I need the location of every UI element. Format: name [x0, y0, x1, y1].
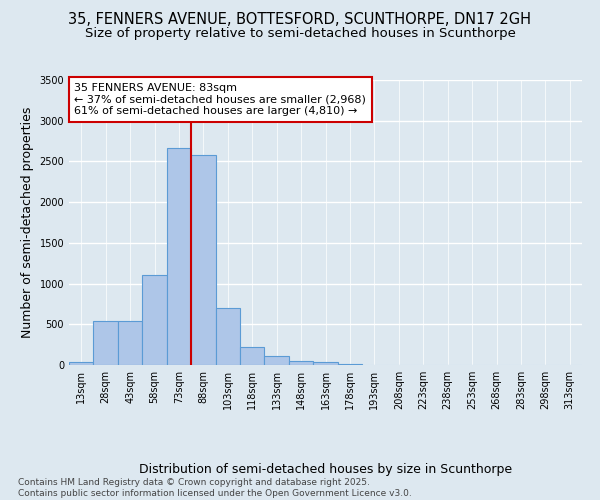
Bar — [69, 362, 94, 365]
Bar — [118, 320, 142, 365]
Text: Size of property relative to semi-detached houses in Scunthorpe: Size of property relative to semi-detach… — [85, 28, 515, 40]
Text: 35, FENNERS AVENUE, BOTTESFORD, SCUNTHORPE, DN17 2GH: 35, FENNERS AVENUE, BOTTESFORD, SCUNTHOR… — [68, 12, 532, 28]
Bar — [94, 320, 118, 365]
Text: Distribution of semi-detached houses by size in Scunthorpe: Distribution of semi-detached houses by … — [139, 464, 512, 476]
Bar — [265, 356, 289, 365]
Y-axis label: Number of semi-detached properties: Number of semi-detached properties — [21, 107, 34, 338]
Bar — [191, 155, 215, 365]
Bar — [167, 148, 191, 365]
Text: 35 FENNERS AVENUE: 83sqm
← 37% of semi-detached houses are smaller (2,968)
61% o: 35 FENNERS AVENUE: 83sqm ← 37% of semi-d… — [74, 83, 366, 116]
Bar — [215, 308, 240, 365]
Bar — [142, 276, 167, 365]
Bar — [338, 364, 362, 365]
Bar — [289, 360, 313, 365]
Bar — [313, 362, 338, 365]
Bar — [240, 348, 265, 365]
Text: Contains HM Land Registry data © Crown copyright and database right 2025.
Contai: Contains HM Land Registry data © Crown c… — [18, 478, 412, 498]
